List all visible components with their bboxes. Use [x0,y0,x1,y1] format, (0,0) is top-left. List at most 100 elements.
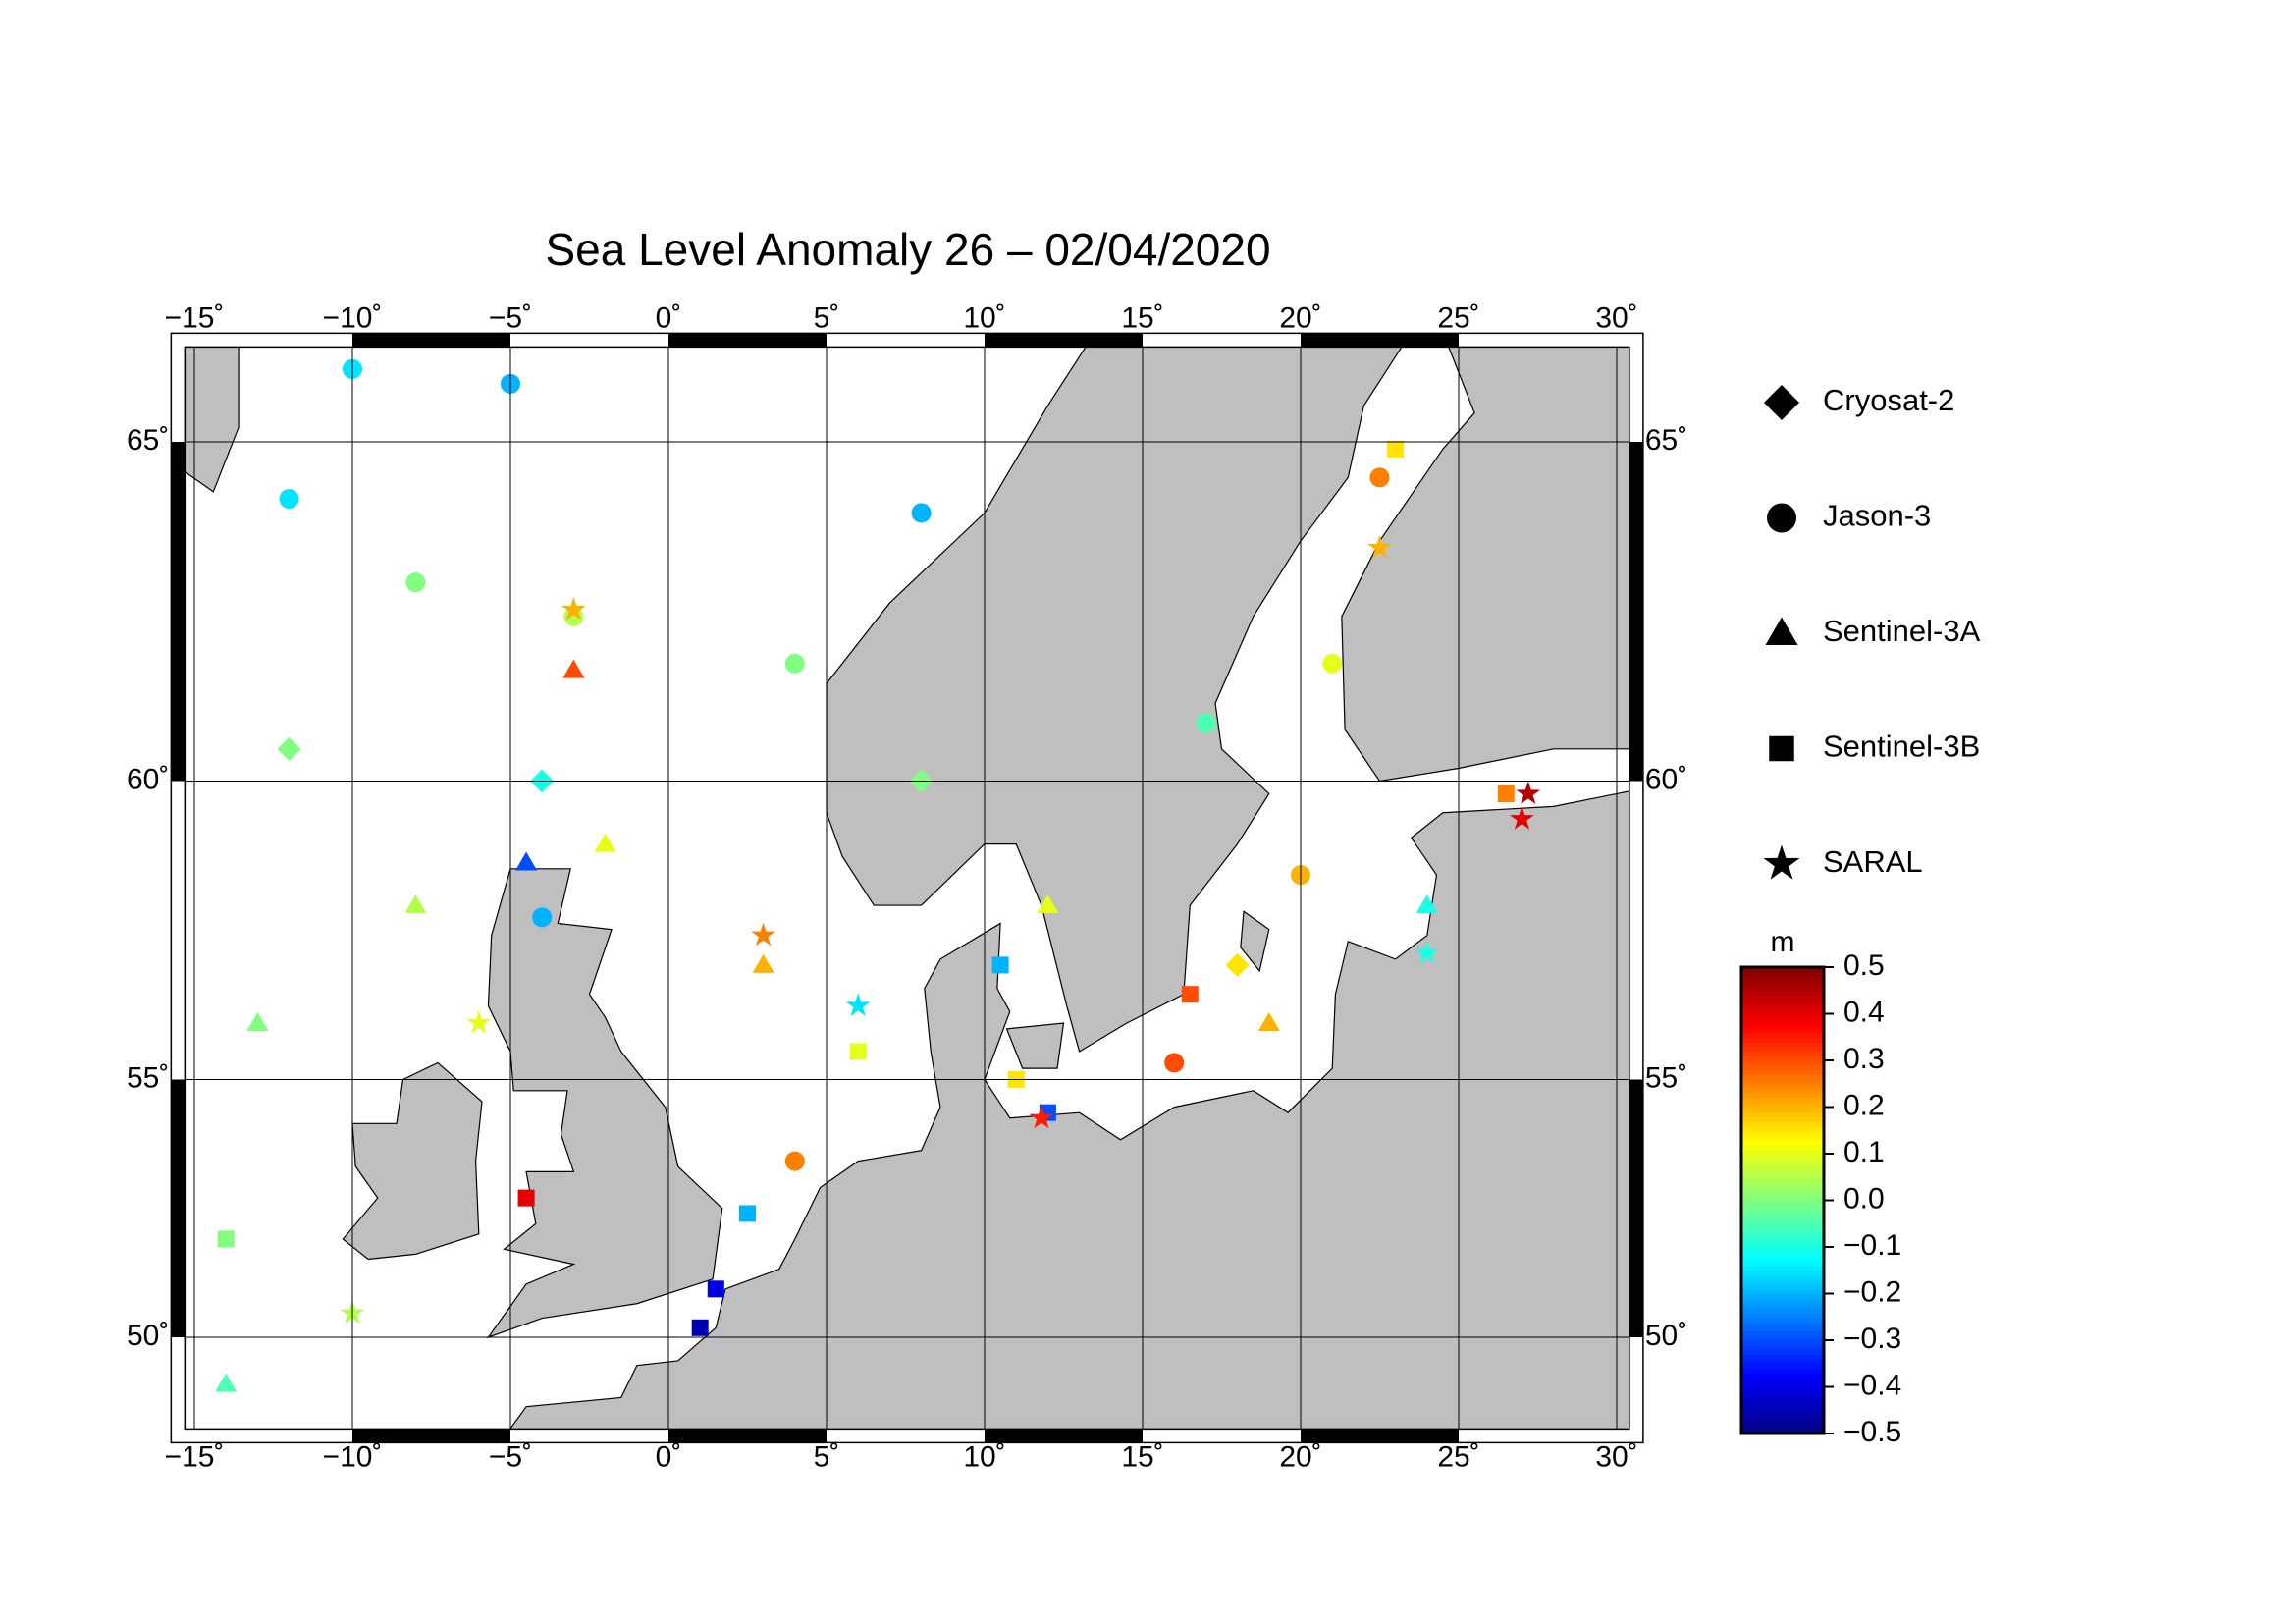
colorbar-cell [1741,1298,1824,1304]
colorbar-cell [1741,1378,1824,1383]
data-point [1367,535,1392,559]
frame-bar [1629,442,1643,782]
colorbar-cell [1741,1335,1824,1341]
colorbar-cell [1741,1191,1824,1197]
x-tick-label: 20˚ [1279,301,1321,334]
colorbar-cell [1741,1214,1824,1220]
colorbar-cell [1741,1098,1824,1104]
data-point [784,1151,805,1171]
frame [184,346,1630,1431]
colorbar-cell [1741,1325,1824,1332]
data-point [532,907,553,928]
colorbar-cell [1741,1256,1824,1262]
colorbar-cell [1741,990,1824,997]
colorbar-cell [1741,1405,1824,1411]
colorbar-cell [1741,1051,1824,1056]
colorbar-cell [1741,1163,1824,1168]
data-point [845,993,871,1016]
colorbar-cell [1741,1242,1824,1248]
colorbar-cell [1741,1144,1824,1150]
colorbar-tick-label: 0.4 [1843,996,1885,1028]
x-tick-label: 15˚ [1121,301,1163,334]
data-point [404,894,427,914]
land [1341,347,1629,783]
colorbar-cell [1741,1396,1824,1402]
colorbar-cell [1741,1107,1824,1112]
colorbar-cell [1741,1008,1824,1015]
colorbar-cell [1741,1288,1824,1295]
y-tick-label: 65˚ [1645,424,1687,457]
frame-bar [985,333,1143,348]
data-point [405,572,426,593]
x-tick-label: −10˚ [323,1440,383,1473]
colorbar-cell [1741,1042,1824,1048]
x-tick-label: −10˚ [323,301,383,334]
legend-label: SARAL [1823,844,1923,879]
colorbar-tick-label: 0.2 [1843,1089,1885,1121]
map-area [185,347,1629,1430]
data-point [1387,440,1405,458]
data-point [1497,784,1515,802]
colorbar-tick-label: −0.5 [1843,1416,1901,1448]
colorbar-cell [1741,1322,1824,1327]
data-point [246,1012,269,1032]
data-point [1510,806,1534,830]
colorbar-cell [1741,995,1824,1001]
colorbar-cell [1741,986,1824,992]
data-point [739,1205,756,1222]
colorbar-cell [1741,1317,1824,1323]
x-tick-label: 30˚ [1595,301,1637,334]
x-tick-label: −5˚ [489,301,532,334]
x-tick-label: 0˚ [656,1440,682,1473]
colorbar-cell [1741,1303,1824,1309]
colorbar-cell [1741,1274,1824,1280]
land [1240,910,1270,973]
legend-marker [1764,385,1799,420]
map-inner [185,347,1629,1430]
data-point [466,1010,492,1034]
y-tick-label: 60˚ [127,763,169,795]
land [185,347,240,493]
frame-bar [352,333,510,348]
x-tick-label: 25˚ [1437,301,1479,334]
colorbar-cell [1741,1228,1824,1234]
x-tick-label: −15˚ [165,301,225,334]
colorbar-cell [1741,1279,1824,1285]
x-tick-label: 10˚ [963,301,1005,334]
colorbar-cell [1741,1172,1824,1178]
frame-bar [352,1429,510,1443]
colorbar-cell [1741,1373,1824,1379]
colorbar-cell [1741,1111,1824,1117]
colorbar-cell [1741,1167,1824,1173]
colorbar-cell [1741,967,1824,973]
colorbar-cell [1741,1354,1824,1360]
data-point [1322,653,1343,674]
data-point [1029,1105,1054,1129]
colorbar-cell [1741,1363,1824,1370]
data-point [562,659,585,678]
y-tick-label: 65˚ [127,424,169,457]
colorbar-cell [1741,1074,1824,1080]
colorbar-cell [1741,1176,1824,1183]
x-tick-label: −15˚ [165,1440,225,1473]
land [342,1061,483,1261]
x-tick-label: 10˚ [963,1440,1005,1473]
data-point [911,503,932,523]
colorbar-cell [1741,1410,1824,1416]
colorbar-cell [1741,1293,1824,1299]
x-tick-label: 20˚ [1279,1440,1321,1473]
legend-label: Jason-3 [1823,499,1931,533]
colorbar-cell [1741,1284,1824,1290]
colorbar-cell [1741,1158,1824,1164]
data-point [1225,952,1250,977]
frame-bar [1301,333,1459,348]
land [1005,1022,1065,1069]
colorbar-cell [1741,1083,1824,1090]
colorbar-cell [1741,1340,1824,1346]
colorbar-cell [1741,1013,1824,1019]
colorbar-cell [1741,1251,1824,1258]
frame-bar [1629,1079,1643,1337]
colorbar-cell [1741,1027,1824,1034]
